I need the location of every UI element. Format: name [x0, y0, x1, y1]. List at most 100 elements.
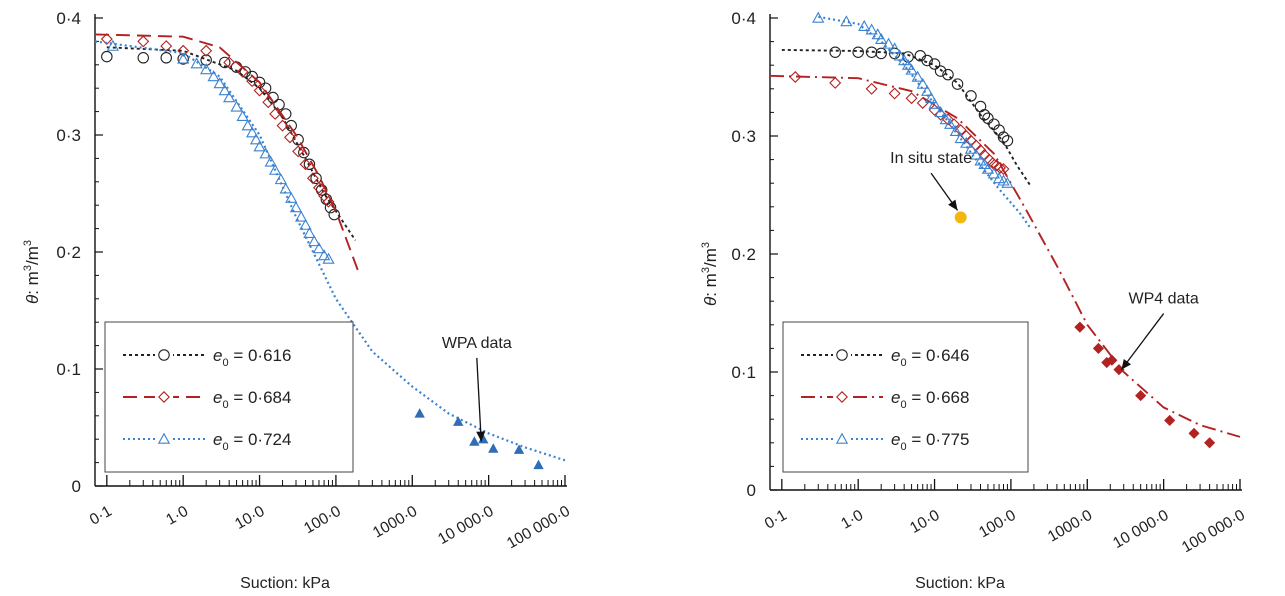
data-point: [292, 145, 305, 158]
legend-marker: [835, 432, 849, 444]
x-tick-label: 1·0: [163, 503, 191, 529]
legend-label-subscript: 0: [900, 441, 906, 453]
data-point: [981, 162, 995, 174]
data-point: [299, 158, 312, 171]
data-point: [289, 201, 303, 213]
x-tick-label: 10 000·0: [1110, 507, 1172, 553]
legend-entry: e0 = 0·646: [801, 346, 969, 369]
data-point: [241, 119, 254, 131]
data-point: [106, 39, 120, 51]
measured-point: [513, 444, 525, 454]
measured-point: [533, 459, 544, 470]
data-point: [990, 159, 1003, 172]
data-point: [283, 131, 296, 144]
data-point: [246, 70, 258, 83]
data-point: [223, 56, 236, 69]
series-fit-line: [781, 48, 1032, 187]
legend-label: e0 = 0·616: [213, 346, 291, 369]
data-point: [840, 15, 853, 27]
data-point: [921, 54, 933, 67]
legend-box: [782, 321, 1029, 473]
legend-entry: e0 = 0·775: [801, 430, 969, 453]
legend-label-value: = 0·724: [229, 430, 292, 449]
data-point: [303, 158, 316, 171]
legend-label-subscript: 0: [222, 441, 228, 453]
data-point: [317, 249, 331, 261]
data-point: [964, 142, 978, 154]
data-point: [312, 242, 326, 254]
measured-point: [1204, 437, 1216, 449]
data-point: [322, 252, 335, 264]
measured-points: [414, 408, 544, 470]
legend-label-value: = 0·684: [229, 388, 292, 407]
legend-marker-bg: [155, 347, 173, 363]
legend-marker: [158, 391, 170, 403]
measured-point: [1164, 414, 1176, 426]
data-point: [310, 172, 322, 185]
y-axis-title-symbol: θ: [701, 296, 720, 306]
legend-label-symbol: e: [891, 346, 900, 365]
x-tick-label: 10·0: [232, 503, 268, 533]
series-fit-line: [94, 40, 566, 462]
measured-point: [1188, 427, 1200, 439]
legend-label-subscript: 0: [222, 399, 228, 411]
annotation-arrow-head: [948, 199, 958, 211]
legend-marker: [836, 391, 848, 403]
data-point: [100, 33, 113, 46]
data-point: [218, 56, 231, 69]
x-tick-label: 1·0: [838, 507, 866, 533]
data-point: [137, 52, 150, 64]
data-point: [200, 44, 213, 57]
data-point: [939, 113, 952, 125]
series-fit-line: [94, 33, 360, 274]
x-tick-label: 10 000·0: [435, 503, 497, 549]
measured-point: [414, 408, 425, 418]
data-point: [871, 28, 884, 40]
data-point: [875, 32, 888, 44]
series-fit-line: [769, 74, 1241, 438]
y-axis-title-unit: : m: [701, 273, 720, 297]
legend-label-symbol: e: [891, 430, 900, 449]
data-point: [911, 70, 924, 82]
data-point: [978, 109, 991, 121]
legend-label: e0 = 0·646: [891, 346, 969, 369]
data-point: [318, 189, 331, 202]
legend-marker-bg: [155, 389, 173, 405]
y-axis-title-unit: /m: [701, 248, 720, 267]
data-point: [942, 68, 954, 81]
data-point: [965, 90, 977, 102]
data-point: [137, 35, 150, 48]
data-point: [253, 140, 266, 152]
data-point: [969, 148, 983, 160]
data-point: [994, 161, 1006, 174]
data-point: [986, 157, 999, 170]
data-point: [269, 107, 282, 120]
legend-marker-bg: [833, 389, 851, 405]
data-point: [259, 82, 272, 94]
data-point: [888, 47, 901, 60]
data-point: [829, 76, 842, 89]
data-point: [997, 163, 1010, 176]
y-tick-label: 0·3: [56, 126, 81, 145]
legend-entry: e0 = 0·724: [123, 430, 291, 453]
y-tick-label: 0·4: [56, 9, 81, 28]
data-point: [177, 44, 190, 57]
data-point: [875, 47, 887, 60]
data-point: [285, 191, 298, 203]
legend-label: e0 = 0·724: [213, 430, 291, 453]
data-point: [949, 124, 962, 136]
y-tick-label: 0·1: [56, 360, 81, 379]
legend-label-value: = 0·646: [907, 346, 970, 365]
data-point: [921, 84, 934, 96]
series-fit-line: [818, 15, 1032, 229]
data-point: [934, 106, 947, 118]
y-axis-title-exp: 3: [22, 240, 34, 246]
data-point: [299, 218, 312, 230]
data-point: [924, 91, 938, 103]
data-point: [101, 50, 113, 63]
legend-marker: [158, 349, 170, 361]
annotation-arrow-line: [476, 357, 482, 442]
data-point: [865, 82, 878, 95]
data-point: [259, 147, 272, 159]
